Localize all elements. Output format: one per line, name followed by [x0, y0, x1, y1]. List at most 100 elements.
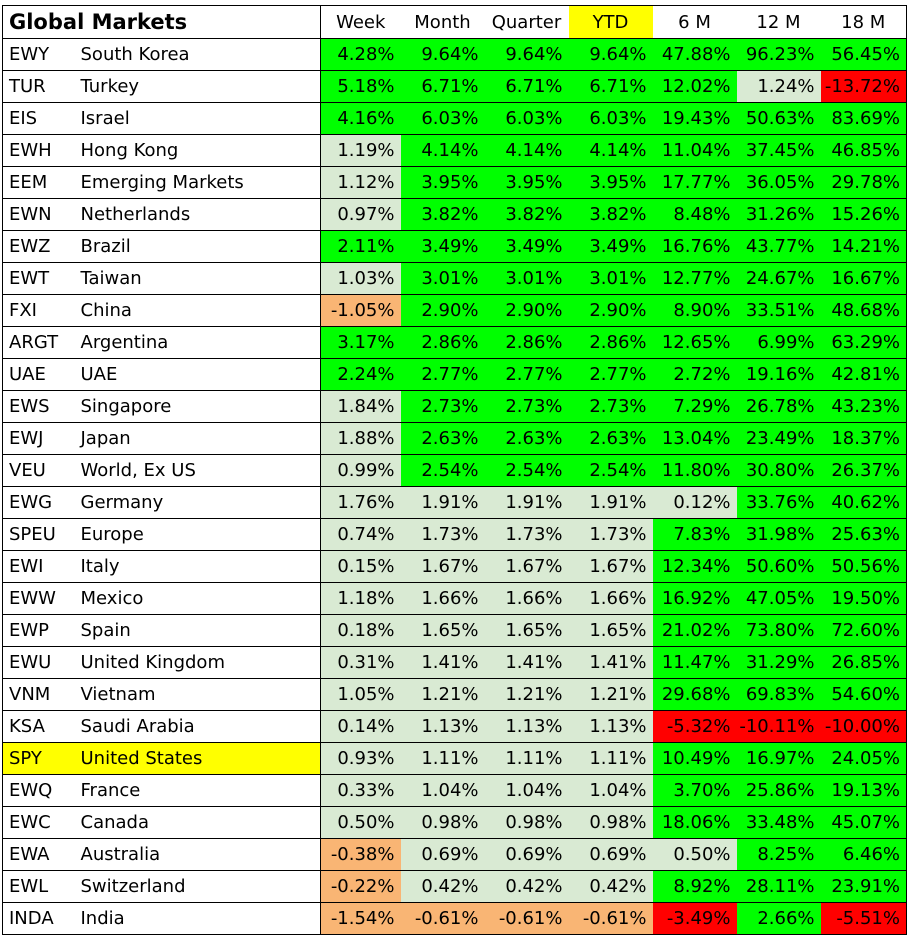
table-row: EWS Singapore 1.84% 2.73% 2.73% 2.73% 7.29% 26.… — [2, 390, 907, 423]
value-cell: -0.22% — [320, 870, 401, 903]
table-row: EWG Germany 1.76% 1.91% 1.91% 1.91% 0.12% 33.76… — [2, 486, 907, 519]
value-cell: 6.03% — [484, 102, 569, 135]
value-cell: 2.90% — [400, 294, 485, 327]
market-name-cell: Emerging Markets — [76, 166, 321, 199]
ticker-cell: EWI — [2, 550, 77, 583]
value-cell: 43.77% — [736, 230, 821, 263]
market-name-cell: Italy — [76, 550, 321, 583]
value-cell: 1.65% — [484, 614, 569, 647]
table-row: SPEU Europe 0.74% 1.73% 1.73% 1.73% 7.83% 31.98… — [2, 518, 907, 551]
value-cell: 48.68% — [820, 294, 907, 327]
value-cell: 4.14% — [400, 134, 485, 167]
ticker-cell: EWY — [2, 38, 77, 71]
value-cell: 3.95% — [400, 166, 485, 199]
ticker-cell: EEM — [2, 166, 77, 199]
value-cell: 50.56% — [820, 550, 907, 583]
value-cell: 8.48% — [652, 198, 737, 231]
value-cell: 1.73% — [400, 518, 485, 551]
value-cell: 0.74% — [320, 518, 401, 551]
value-cell: 45.07% — [820, 806, 907, 839]
value-cell: 2.54% — [484, 454, 569, 487]
table-row: EWI Italy 0.15% 1.67% 1.67% 1.67% 12.34% 50.60%… — [2, 550, 907, 583]
value-cell: 2.90% — [568, 294, 653, 327]
value-cell: 25.63% — [820, 518, 907, 551]
value-cell: 24.67% — [736, 262, 821, 295]
col-header-month: Month — [400, 5, 485, 39]
value-cell: 0.97% — [320, 198, 401, 231]
table-row: ARGT Argentina 3.17% 2.86% 2.86% 2.86% 12.65% 6… — [2, 326, 907, 359]
value-cell: -0.38% — [320, 838, 401, 871]
value-cell: 2.73% — [568, 390, 653, 423]
value-cell: 1.12% — [320, 166, 401, 199]
value-cell: 6.03% — [400, 102, 485, 135]
value-cell: -5.32% — [652, 710, 737, 743]
market-name-cell: Netherlands — [76, 198, 321, 231]
value-cell: 6.03% — [568, 102, 653, 135]
table-row: VNM Vietnam 1.05% 1.21% 1.21% 1.21% 29.68% 69.8… — [2, 678, 907, 711]
value-cell: 3.17% — [320, 326, 401, 359]
value-cell: 3.82% — [400, 198, 485, 231]
value-cell: 30.80% — [736, 454, 821, 487]
value-cell: 1.91% — [568, 486, 653, 519]
col-header-18m: 18 M — [820, 5, 907, 39]
table-title: Global Markets — [2, 5, 321, 39]
value-cell: 2.66% — [736, 902, 821, 935]
ticker-cell: EWS — [2, 390, 77, 423]
value-cell: 10.49% — [652, 742, 737, 775]
market-name-cell: Spain — [76, 614, 321, 647]
value-cell: 69.83% — [736, 678, 821, 711]
value-cell: 1.73% — [568, 518, 653, 551]
col-header-quarter: Quarter — [484, 5, 569, 39]
value-cell: 8.92% — [652, 870, 737, 903]
table-row: EIS Israel 4.16% 6.03% 6.03% 6.03% 19.43% 50.63… — [2, 102, 907, 135]
value-cell: 1.41% — [568, 646, 653, 679]
value-cell: 6.71% — [484, 70, 569, 103]
table-row: EWN Netherlands 0.97% 3.82% 3.82% 3.82% 8.48% 3… — [2, 198, 907, 231]
value-cell: 18.37% — [820, 422, 907, 455]
value-cell: 1.11% — [568, 742, 653, 775]
market-name-cell: Switzerland — [76, 870, 321, 903]
value-cell: 2.90% — [484, 294, 569, 327]
table-row: TUR Turkey 5.18% 6.71% 6.71% 6.71% 12.02% 1.24%… — [2, 70, 907, 103]
value-cell: 1.66% — [400, 582, 485, 615]
value-cell: 2.77% — [400, 358, 485, 391]
ticker-cell: SPY — [2, 742, 77, 775]
ticker-cell: EWN — [2, 198, 77, 231]
table-row: EEM Emerging Markets 1.12% 3.95% 3.95% 3.95% 1… — [2, 166, 907, 199]
value-cell: 47.88% — [652, 38, 737, 71]
value-cell: 1.13% — [400, 710, 485, 743]
ticker-cell: EWJ — [2, 422, 77, 455]
value-cell: 0.99% — [320, 454, 401, 487]
value-cell: 1.73% — [484, 518, 569, 551]
value-cell: 2.54% — [400, 454, 485, 487]
value-cell: 73.80% — [736, 614, 821, 647]
value-cell: 40.62% — [820, 486, 907, 519]
value-cell: 16.92% — [652, 582, 737, 615]
value-cell: 2.54% — [568, 454, 653, 487]
value-cell: -5.51% — [820, 902, 907, 935]
ticker-cell: EWU — [2, 646, 77, 679]
value-cell: 54.60% — [820, 678, 907, 711]
value-cell: 11.80% — [652, 454, 737, 487]
value-cell: 1.18% — [320, 582, 401, 615]
col-header-week: Week — [320, 5, 401, 39]
value-cell: 0.69% — [400, 838, 485, 871]
ticker-cell: UAE — [2, 358, 77, 391]
value-cell: 1.21% — [568, 678, 653, 711]
ticker-cell: VNM — [2, 678, 77, 711]
value-cell: 15.26% — [820, 198, 907, 231]
value-cell: 2.63% — [568, 422, 653, 455]
value-cell: 16.67% — [820, 262, 907, 295]
value-cell: 0.50% — [320, 806, 401, 839]
value-cell: 2.77% — [568, 358, 653, 391]
market-name-cell: Turkey — [76, 70, 321, 103]
table-row: EWC Canada 0.50% 0.98% 0.98% 0.98% 18.06% 33.48… — [2, 806, 907, 839]
value-cell: 5.18% — [320, 70, 401, 103]
value-cell: 33.51% — [736, 294, 821, 327]
value-cell: 50.63% — [736, 102, 821, 135]
value-cell: 6.71% — [568, 70, 653, 103]
ticker-cell: EWZ — [2, 230, 77, 263]
value-cell: 13.04% — [652, 422, 737, 455]
value-cell: 2.86% — [484, 326, 569, 359]
ticker-cell: EWT — [2, 262, 77, 295]
